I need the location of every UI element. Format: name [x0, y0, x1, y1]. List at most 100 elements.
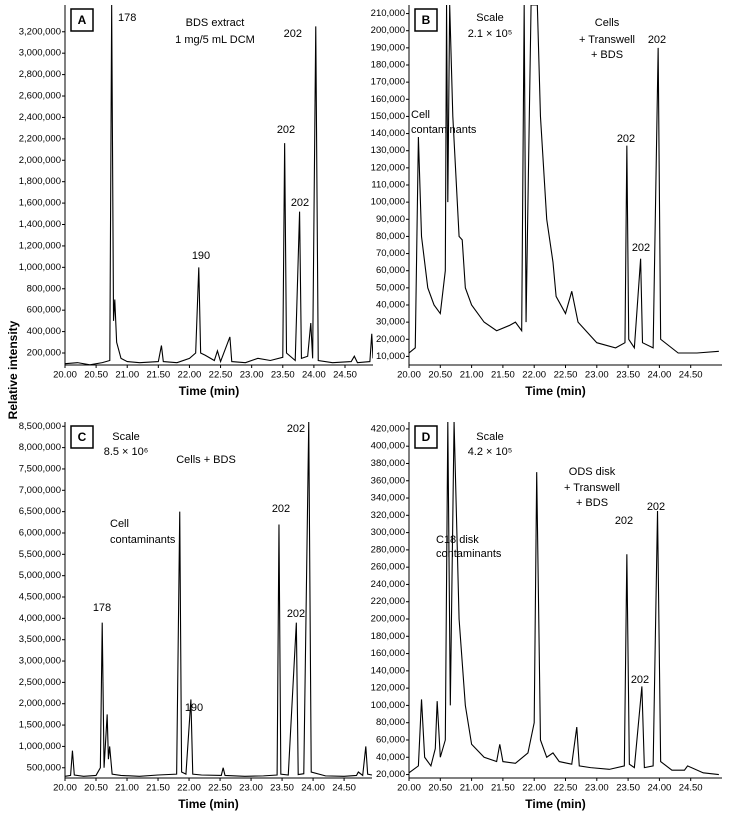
annotation: contaminants	[110, 534, 176, 546]
annotation: 4.2 × 10⁵	[468, 446, 513, 458]
y-tick-label: 2,500,000	[19, 677, 61, 688]
x-tick-label: 23.50	[616, 783, 640, 794]
annotation: 202	[647, 501, 665, 513]
y-tick-label: 3,200,000	[19, 26, 61, 37]
y-tick-label: 3,000,000	[19, 656, 61, 667]
panel-label-box	[414, 425, 438, 449]
x-tick-label: 24.50	[679, 370, 703, 381]
y-tick-label: 80,000	[376, 231, 405, 242]
y-tick-label: 200,000	[27, 348, 61, 359]
x-tick-label: 20.50	[84, 370, 108, 381]
y-tick-label: 160,000	[371, 648, 405, 659]
x-axis-label: Time (min)	[525, 384, 585, 398]
y-tick-label: 160,000	[371, 94, 405, 105]
annotation: 190	[192, 250, 210, 262]
annotation: contaminants	[411, 124, 477, 136]
panel-label: C	[78, 430, 87, 444]
y-tick-label: 100,000	[371, 700, 405, 711]
panel-label: D	[422, 430, 431, 444]
y-tick-label: 8,000,000	[19, 442, 61, 453]
y-tick-label: 400,000	[27, 326, 61, 337]
y-tick-label: 80,000	[376, 717, 405, 728]
plot-area	[65, 422, 372, 777]
y-tick-label: 220,000	[371, 596, 405, 607]
y-tick-label: 4,000,000	[19, 613, 61, 624]
annotation: 2.1 × 10⁵	[468, 28, 513, 40]
trace	[409, 5, 719, 354]
y-tick-label: 70,000	[376, 248, 405, 259]
x-tick-label: 20.50	[84, 783, 108, 794]
y-tick-label: 150,000	[371, 111, 405, 122]
y-tick-label: 20,000	[376, 769, 405, 780]
y-tick-label: 110,000	[371, 180, 405, 191]
annotation: Scale	[476, 12, 504, 24]
trace	[65, 5, 373, 365]
annotation: 202	[631, 674, 649, 686]
x-tick-label: 21.00	[115, 783, 139, 794]
y-tick-label: 1,000,000	[19, 741, 61, 752]
y-tick-label: 30,000	[376, 317, 405, 328]
y-tick-label: 120,000	[371, 683, 405, 694]
annotation: + Transwell	[564, 482, 620, 494]
y-tick-label: 240,000	[371, 579, 405, 590]
y-tick-label: 500,000	[27, 762, 61, 773]
annotation: 190	[185, 702, 203, 714]
x-tick-label: 20.00	[53, 370, 77, 381]
y-tick-label: 6,500,000	[19, 506, 61, 517]
x-tick-label: 23.50	[270, 783, 294, 794]
y-tick-label: 320,000	[371, 510, 405, 521]
y-tick-label: 180,000	[371, 631, 405, 642]
x-tick-label: 23.00	[585, 783, 609, 794]
y-tick-label: 340,000	[371, 493, 405, 504]
y-tick-label: 1,500,000	[19, 720, 61, 731]
y-tick-label: 180,000	[371, 60, 405, 71]
x-tick-label: 23.00	[585, 370, 609, 381]
x-tick-label: 21.50	[491, 370, 515, 381]
plot-area	[409, 422, 719, 776]
y-tick-label: 360,000	[371, 475, 405, 486]
annotation: 1 mg/5 mL DCM	[175, 34, 255, 46]
x-tick-label: 22.00	[177, 783, 201, 794]
annotation: 202	[272, 503, 290, 515]
y-tick-label: 600,000	[27, 305, 61, 316]
annotation: 178	[93, 602, 111, 614]
annotation: + BDS	[591, 49, 623, 61]
panel-label-box	[70, 425, 94, 449]
y-tick-label: 20,000	[376, 334, 405, 345]
x-tick-label: 23.50	[271, 370, 295, 381]
y-tick-label: 1,400,000	[19, 219, 61, 230]
x-tick-label: 22.00	[522, 783, 546, 794]
x-tick-label: 24.50	[333, 370, 357, 381]
annotation: + BDS	[576, 497, 608, 509]
x-tick-label: 20.00	[397, 370, 421, 381]
x-tick-label: 21.00	[115, 370, 139, 381]
y-tick-label: 200,000	[371, 25, 405, 36]
panel-label: B	[422, 13, 431, 27]
annotation: 202	[287, 423, 305, 435]
x-tick-label: 22.00	[178, 370, 202, 381]
annotation: Scale	[476, 431, 504, 443]
y-tick-label: 100,000	[371, 197, 405, 208]
annotation: 202	[617, 133, 635, 145]
y-tick-label: 400,000	[371, 441, 405, 452]
x-tick-label: 24.50	[332, 783, 356, 794]
y-tick-label: 1,600,000	[19, 198, 61, 209]
y-tick-label: 10,000	[376, 351, 405, 362]
annotation: 202	[615, 515, 633, 527]
y-tick-label: 300,000	[371, 527, 405, 538]
y-tick-label: 2,400,000	[19, 112, 61, 123]
x-tick-label: 22.50	[209, 370, 233, 381]
y-tick-label: 140,000	[371, 128, 405, 139]
y-tick-label: 2,800,000	[19, 69, 61, 80]
x-tick-label: 21.50	[146, 783, 170, 794]
plot-area	[409, 5, 719, 354]
annotation: Scale	[112, 431, 140, 443]
x-tick-label: 21.50	[146, 370, 170, 381]
annotation: 8.5 × 10⁶	[104, 446, 149, 458]
y-tick-label: 420,000	[371, 423, 405, 434]
x-axis-label: Time (min)	[179, 384, 239, 398]
x-tick-label: 20.00	[397, 783, 421, 794]
annotation: 202	[632, 242, 650, 254]
x-tick-label: 22.50	[208, 783, 232, 794]
